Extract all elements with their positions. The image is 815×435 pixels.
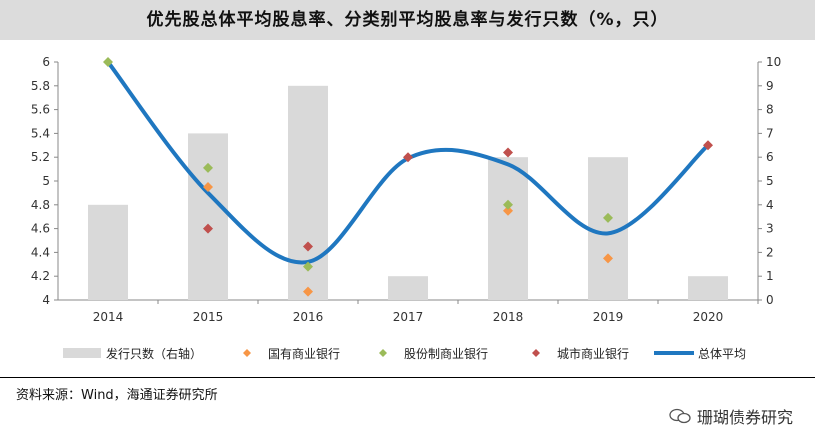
wechat-icon — [669, 408, 691, 424]
source-line: 资料来源：Wind，海通证券研究所 — [16, 384, 218, 403]
left-tick-label: 4.2 — [31, 269, 50, 283]
left-tick-label: 4.8 — [31, 198, 50, 212]
left-tick-label: 5.4 — [31, 126, 50, 140]
scatter-point-series-0 — [603, 253, 613, 264]
source-text: Wind，海通证券研究所 — [81, 388, 218, 403]
bar — [688, 276, 728, 300]
left-tick-label: 4 — [42, 293, 50, 307]
bar — [188, 133, 228, 300]
scatter-point-series-0 — [503, 205, 513, 216]
bar — [488, 157, 528, 300]
line-layer — [106, 60, 710, 265]
chart-title: 优先股总体平均股息率、分类别平均股息率与发行只数（%，只） — [146, 10, 669, 30]
title-band — [0, 0, 815, 40]
left-tick-label: 5.6 — [31, 103, 50, 117]
right-tick-label: 5 — [766, 174, 774, 188]
scatter-point-series-1 — [603, 212, 613, 223]
x-tick-label: 2014 — [93, 310, 124, 324]
left-tick-label: 5.8 — [31, 79, 50, 93]
legend-swatch-bars — [63, 348, 101, 358]
right-tick-label: 8 — [766, 103, 774, 117]
scatter-point-series-1 — [103, 57, 113, 67]
scatter-point-series-2 — [203, 223, 213, 234]
scatter-point-series-0 — [203, 181, 213, 192]
watermark: 珊瑚债券研究 — [669, 404, 793, 428]
legend-label-series-0: 国有商业银行 — [268, 346, 340, 361]
legend-swatch-series-1 — [379, 349, 387, 357]
points-layer — [103, 57, 713, 297]
source-label: 资料来源： — [16, 388, 82, 403]
x-tick-label: 2017 — [393, 310, 424, 324]
right-tick-label: 4 — [766, 198, 774, 212]
divider — [0, 377, 815, 378]
legend-swatch-series-2 — [532, 349, 540, 357]
legend-label-line: 总体平均 — [698, 347, 746, 361]
right-tick-label: 3 — [766, 222, 774, 236]
right-tick-label: 9 — [766, 79, 774, 93]
x-tick-label: 2019 — [593, 310, 624, 324]
left-tick-label: 4.4 — [31, 245, 50, 259]
right-tick-label: 6 — [766, 150, 774, 164]
right-tick-label: 0 — [766, 293, 774, 307]
bar — [388, 276, 428, 300]
legend-label-series-2: 城市商业银行 — [557, 346, 629, 361]
series-line-overall-average — [106, 60, 710, 265]
right-tick-label: 1 — [766, 269, 774, 283]
bars-layer — [88, 85, 728, 300]
right-tick-label: 7 — [766, 126, 774, 140]
legend-swatch-series-0 — [243, 349, 251, 357]
scatter-point-series-1 — [303, 261, 313, 272]
scatter-point-series-2 — [703, 140, 713, 151]
chart-area: 4 4.2 4.4 4.6 4.8 5 5.2 5.4 5.6 5.8 6 0 1 2 3 4 5 6 7 8 9 10 2… — [31, 55, 781, 361]
right-tick-label: 10 — [766, 55, 781, 69]
watermark-text: 珊瑚债券研究 — [696, 408, 793, 427]
left-tick-label: 6 — [42, 55, 50, 69]
scatter-point-series-2 — [303, 241, 313, 252]
x-tick-label: 2020 — [693, 310, 724, 324]
left-tick-label: 5 — [42, 174, 50, 188]
legend: 发行只数（右轴） 国有商业银行 股份制商业银行 城市商业银行 总体平均 — [63, 346, 746, 361]
legend-label-bars: 发行只数（右轴） — [106, 346, 202, 361]
scatter-point-series-0 — [303, 286, 313, 297]
bar — [88, 204, 128, 300]
scatter-point-series-2 — [503, 147, 513, 158]
x-tick-label: 2018 — [493, 310, 524, 324]
legend-label-series-1: 股份制商业银行 — [404, 346, 488, 361]
x-tick-label: 2015 — [193, 310, 224, 324]
scatter-point-series-1 — [203, 162, 213, 173]
right-tick-label: 2 — [766, 245, 774, 259]
x-tick-label: 2016 — [293, 310, 324, 324]
scatter-point-series-1 — [503, 199, 513, 210]
left-tick-label: 5.2 — [31, 150, 50, 164]
left-tick-label: 4.6 — [31, 222, 50, 236]
scatter-point-series-2 — [403, 152, 413, 163]
